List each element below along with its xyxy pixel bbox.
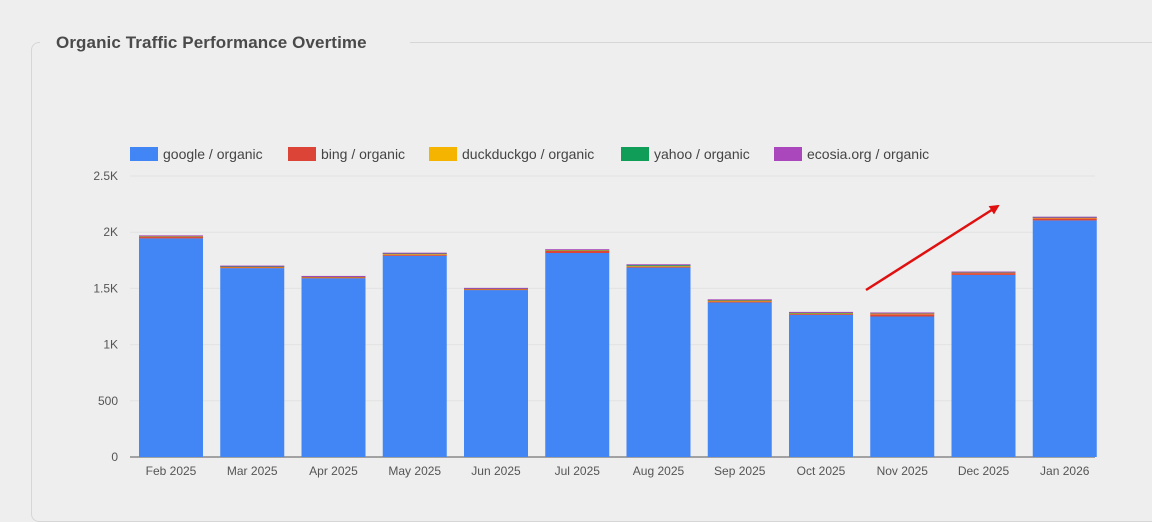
bar-stack[interactable] xyxy=(707,299,772,457)
bar-segment[interactable] xyxy=(545,249,610,251)
bar-segment[interactable] xyxy=(626,267,691,457)
bar-segment[interactable] xyxy=(464,289,528,291)
stacked-bar-chart: google / organic bing / organic duckduckgo… xyxy=(93,146,1097,478)
bar-segment[interactable] xyxy=(707,299,772,301)
bar-segment[interactable] xyxy=(301,277,366,279)
bar-stack[interactable] xyxy=(139,235,203,457)
bar-stack[interactable] xyxy=(220,265,285,457)
bar-stack[interactable] xyxy=(789,311,853,457)
bar-stack[interactable] xyxy=(301,275,366,457)
y-tick-label: 2.5K xyxy=(93,169,118,183)
x-tick-label: Jan 2026 xyxy=(1040,464,1090,478)
bar-segment[interactable] xyxy=(382,252,447,254)
bar-segment[interactable] xyxy=(545,250,610,253)
bar-segment[interactable] xyxy=(951,273,1016,275)
bar-segment[interactable] xyxy=(951,271,1016,273)
bar-segment[interactable] xyxy=(382,255,447,457)
trend-arrow xyxy=(865,204,1000,292)
bar-stack[interactable] xyxy=(951,271,1016,457)
legend-swatch xyxy=(774,147,802,161)
bar-segment[interactable] xyxy=(220,265,285,267)
bar-segment[interactable] xyxy=(870,316,935,458)
bar-segment[interactable] xyxy=(789,311,853,313)
x-tick-label: Mar 2025 xyxy=(227,464,278,478)
chart-title: Organic Traffic Performance Overtime xyxy=(48,33,375,53)
bar-stack[interactable] xyxy=(382,252,447,457)
bar-segment[interactable] xyxy=(951,274,1016,457)
legend-label: duckduckgo / organic xyxy=(462,146,594,162)
legend-label: yahoo / organic xyxy=(654,146,750,162)
y-tick-label: 1K xyxy=(103,338,118,352)
legend-label: google / organic xyxy=(163,146,263,162)
bar-segment[interactable] xyxy=(464,290,528,457)
bar-segment[interactable] xyxy=(1032,220,1097,457)
bar-segment[interactable] xyxy=(139,235,203,237)
x-tick-label: Apr 2025 xyxy=(309,464,358,478)
bar-segment[interactable] xyxy=(626,266,691,268)
x-tick-label: Oct 2025 xyxy=(797,464,846,478)
bar-stack[interactable] xyxy=(870,312,935,458)
bar-segment[interactable] xyxy=(139,238,203,457)
y-tick-label: 0 xyxy=(111,450,118,464)
legend-label: ecosia.org / organic xyxy=(807,146,929,162)
x-tick-label: Nov 2025 xyxy=(877,464,929,478)
bar-segment[interactable] xyxy=(626,265,691,267)
bar-segment[interactable] xyxy=(301,278,366,457)
bar-segment[interactable] xyxy=(789,314,853,457)
legend-item[interactable]: ecosia.org / organic xyxy=(774,146,929,162)
legend-item[interactable]: bing / organic xyxy=(288,146,405,162)
y-tick-label: 500 xyxy=(98,394,118,408)
bar-segment[interactable] xyxy=(139,237,203,239)
bar-stack[interactable] xyxy=(1032,216,1097,457)
legend-item[interactable]: yahoo / organic xyxy=(621,146,750,162)
x-tick-label: Feb 2025 xyxy=(146,464,197,478)
bar-segment[interactable] xyxy=(382,254,447,256)
bar-segment[interactable] xyxy=(870,312,935,314)
legend-swatch xyxy=(130,147,158,161)
bar-segment[interactable] xyxy=(1032,218,1097,221)
x-tick-label: Dec 2025 xyxy=(958,464,1010,478)
legend-swatch xyxy=(621,147,649,161)
x-tick-label: Aug 2025 xyxy=(633,464,685,478)
bar-segment[interactable] xyxy=(545,252,610,457)
bar-stack[interactable] xyxy=(545,249,610,457)
legend-swatch xyxy=(288,147,316,161)
bar-segment[interactable] xyxy=(707,302,772,457)
x-tick-label: Jul 2025 xyxy=(555,464,601,478)
bar-segment[interactable] xyxy=(789,312,853,314)
x-tick-label: Jun 2025 xyxy=(471,464,521,478)
x-tick-label: Sep 2025 xyxy=(714,464,766,478)
legend-label: bing / organic xyxy=(321,146,405,162)
bar-segment[interactable] xyxy=(464,287,528,289)
bar-stack[interactable] xyxy=(464,287,528,457)
bar-segment[interactable] xyxy=(789,313,853,315)
bar-segment[interactable] xyxy=(220,267,285,269)
bar-segment[interactable] xyxy=(1032,216,1097,218)
bar-segment[interactable] xyxy=(707,300,772,302)
bar-segment[interactable] xyxy=(870,313,935,315)
bar-segment[interactable] xyxy=(220,268,285,457)
y-tick-label: 2K xyxy=(103,225,118,239)
bar-segment[interactable] xyxy=(382,253,447,255)
legend-item[interactable]: google / organic xyxy=(130,146,263,162)
bar-stack[interactable] xyxy=(626,264,691,457)
bar-segment[interactable] xyxy=(870,314,935,317)
bar-segment[interactable] xyxy=(626,265,691,267)
x-tick-label: May 2025 xyxy=(388,464,441,478)
y-tick-label: 1.5K xyxy=(93,281,118,295)
bar-segment[interactable] xyxy=(301,275,366,277)
legend-item[interactable]: duckduckgo / organic xyxy=(429,146,594,162)
legend-swatch xyxy=(429,147,457,161)
bar-segment[interactable] xyxy=(626,264,691,266)
bar-segment[interactable] xyxy=(707,301,772,303)
